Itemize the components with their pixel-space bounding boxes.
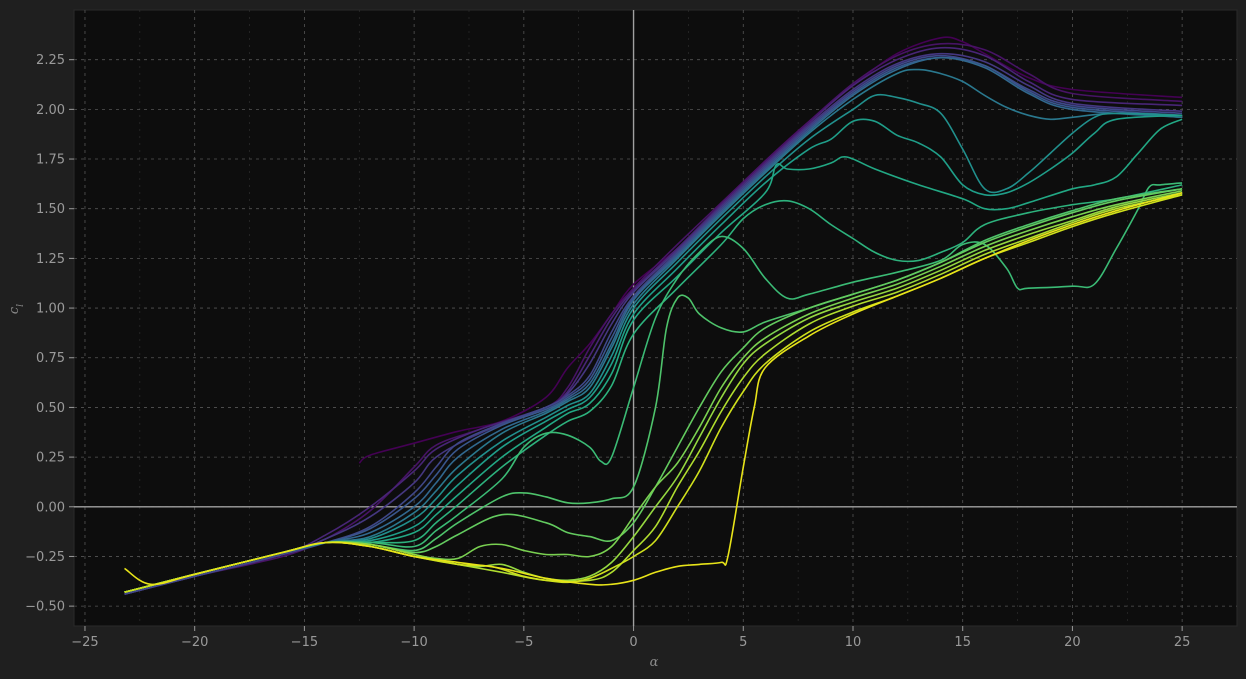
series-line-10 [124, 114, 1183, 593]
y-tick-label: 2.00 [36, 103, 65, 118]
series-line-17 [124, 192, 1183, 593]
y-tick-label: 2.25 [36, 53, 65, 68]
x-tick-label: −10 [400, 635, 427, 650]
x-tick-label: −5 [514, 635, 533, 650]
series-group [124, 36, 1183, 595]
x-tick-label: 15 [954, 635, 971, 650]
series-line-5 [124, 54, 1183, 595]
series-line-11 [124, 118, 1183, 593]
x-tick-label: 0 [629, 635, 637, 650]
y-tick-label: −0.50 [25, 600, 65, 615]
x-tick-label: 20 [1064, 635, 1081, 650]
series-line-3 [124, 46, 1183, 595]
series-line-4 [124, 52, 1183, 595]
series-line-20 [124, 192, 1183, 586]
x-tick-label: −25 [71, 635, 98, 650]
series-line-9 [124, 93, 1183, 593]
y-tick-label: 0.50 [36, 401, 65, 416]
y-tick-label: 1.25 [36, 252, 65, 267]
y-axis-label-subscript: l [16, 304, 26, 307]
series-line-2 [124, 42, 1183, 595]
y-tick-label: 1.00 [36, 302, 65, 317]
y-tick-label: −0.25 [25, 550, 65, 565]
y-tick-label: 0.00 [36, 500, 65, 515]
x-axis-label: α [650, 655, 659, 670]
series-line-7 [124, 56, 1183, 593]
x-tick-label: 5 [739, 635, 747, 650]
series-line-13 [124, 182, 1183, 593]
series-line-12 [124, 184, 1183, 593]
x-tick-label: 10 [845, 635, 862, 650]
x-tick-label: −15 [291, 635, 318, 650]
y-tick-label: 1.75 [36, 153, 65, 168]
x-axis-ticks: −25 −20 −15 −10 −5 0 5 10 15 20 25 [71, 626, 1190, 650]
y-axis-ticks: −0.50 −0.25 0.00 0.25 0.50 0.75 1.00 1.25 1.50 1.… [25, 53, 74, 615]
y-tick-label: 1.50 [36, 202, 65, 217]
y-axis-label: cl [7, 304, 26, 314]
x-tick-label: −20 [181, 635, 208, 650]
y-tick-label: 0.75 [36, 351, 65, 366]
series-line-8 [124, 68, 1183, 593]
y-tick-label: 0.25 [36, 451, 65, 466]
x-tick-label: 25 [1174, 635, 1191, 650]
